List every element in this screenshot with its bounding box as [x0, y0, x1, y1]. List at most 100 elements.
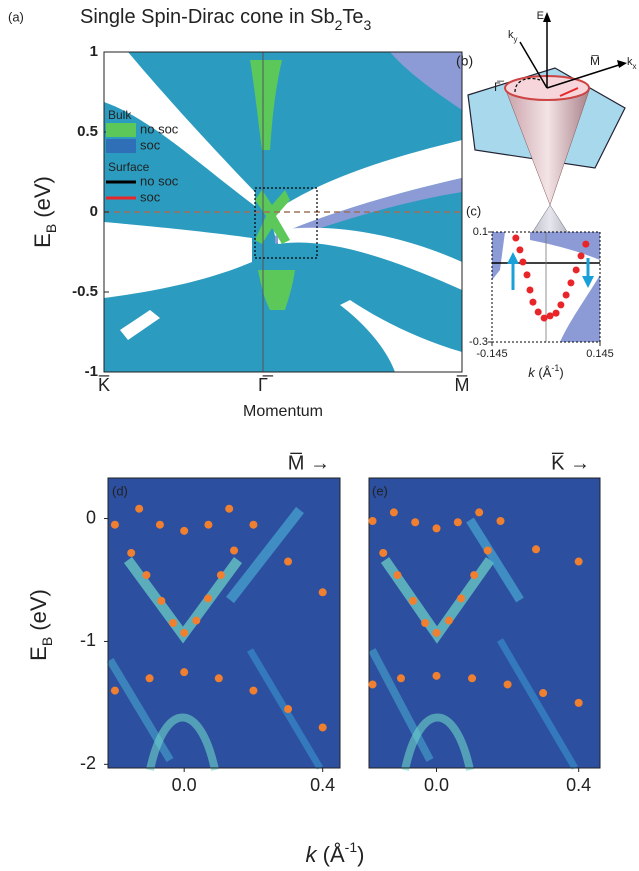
data-point	[249, 686, 258, 695]
data-point	[393, 571, 402, 580]
data-point	[572, 266, 580, 274]
data-point	[574, 557, 583, 566]
legend-title: Bulk	[108, 108, 132, 122]
x-axis-label-part: k	[306, 842, 318, 867]
y-tick-label: -1	[85, 363, 98, 380]
x-tick-label: 0.4	[310, 775, 335, 795]
direction-label: M̅ →	[288, 451, 330, 474]
x-tick-label: K̅	[98, 375, 110, 395]
axis-label-part: k	[627, 56, 633, 68]
chart-title-part: 3	[364, 17, 372, 33]
panel-d-map	[106, 477, 341, 771]
panel-a-map	[103, 51, 463, 373]
y-axis-label-part: (eV)	[30, 176, 55, 224]
data-point	[135, 504, 144, 513]
y-tick-label: 0.5	[77, 123, 98, 140]
data-point	[110, 520, 119, 529]
data-point	[284, 557, 293, 566]
data-point	[169, 619, 178, 627]
legend-swatch	[106, 139, 136, 153]
point-label: Γ̅	[494, 80, 505, 94]
data-point	[225, 504, 234, 513]
data-point	[180, 668, 189, 677]
data-point	[468, 674, 477, 683]
data-point	[516, 246, 524, 254]
axis-label: ky	[508, 29, 518, 44]
x-axis-label: Momentum	[243, 403, 323, 420]
legend-swatch	[106, 123, 136, 137]
y-tick-label: -0.3	[469, 336, 488, 348]
data-point	[552, 309, 560, 317]
x-axis-label-part: -1	[551, 363, 559, 373]
x-axis-label-part: )	[357, 842, 364, 867]
data-point	[432, 671, 441, 680]
data-point	[512, 234, 520, 242]
data-point	[562, 291, 570, 299]
x-tick-label: 0.0	[424, 775, 449, 795]
legend-label: no soc	[140, 173, 179, 188]
y-axis-label-part: B	[43, 224, 59, 233]
data-point	[409, 596, 418, 605]
chart-title-part: Single Spin-Dirac cone in Sb	[80, 6, 335, 28]
data-point	[216, 571, 225, 580]
chart-title: Single Spin-Dirac cone in Sb2Te3	[80, 6, 372, 32]
y-tick-label: 0	[90, 203, 98, 220]
y-tick-label: -2	[80, 753, 96, 773]
data-point	[127, 548, 136, 557]
legend-label: soc	[140, 189, 161, 204]
panel-e-map	[368, 477, 601, 771]
data-point	[142, 571, 151, 580]
panel-label: (a)	[8, 9, 24, 24]
panel-label: (d)	[112, 483, 128, 498]
data-point	[214, 674, 223, 683]
x-axis-label: k (Å-1)	[306, 839, 365, 867]
data-point	[204, 520, 213, 529]
data-point	[180, 628, 189, 637]
data-point	[557, 301, 565, 309]
data-point	[534, 308, 542, 316]
axis-label-sub: y	[514, 35, 518, 44]
panel-c-map	[491, 231, 601, 343]
panel-label: (e)	[372, 483, 388, 498]
data-point	[526, 286, 534, 294]
data-point	[483, 546, 492, 555]
data-point	[567, 279, 575, 287]
direction-label: K̅ →	[551, 451, 590, 474]
data-point	[145, 674, 154, 683]
data-point	[540, 314, 548, 322]
x-tick-label: -0.145	[476, 348, 507, 360]
y-axis-label-part: (eV)	[26, 589, 51, 637]
data-point	[546, 312, 554, 320]
data-point	[204, 594, 213, 603]
data-point	[470, 571, 479, 580]
panel-label: (c)	[466, 203, 481, 218]
data-point	[249, 520, 258, 529]
data-point	[318, 723, 327, 732]
data-point	[582, 240, 590, 248]
y-axis-label: EB (eV)	[26, 589, 55, 661]
data-point	[539, 689, 548, 698]
point-label: M̅	[590, 54, 600, 68]
data-point	[577, 252, 585, 260]
data-point	[180, 526, 189, 535]
data-point	[432, 628, 441, 637]
legend-label: no soc	[140, 121, 179, 136]
data-point	[389, 508, 398, 517]
legend-title: Surface	[108, 160, 150, 174]
data-point	[519, 258, 527, 266]
y-axis-label-part: E	[26, 646, 51, 661]
x-axis-label-part: )	[559, 365, 563, 380]
y-axis-label-sub: B	[39, 637, 55, 646]
x-axis-label-part: (Å	[317, 842, 345, 867]
x-tick-label: 0.4	[566, 775, 591, 795]
data-point	[110, 686, 119, 695]
data-point	[453, 518, 462, 527]
data-point	[496, 517, 505, 526]
data-point	[157, 596, 166, 605]
axis-label-part: k	[508, 29, 514, 41]
x-axis-label-sup: -1	[345, 839, 358, 855]
axis-label-sub: x	[633, 62, 637, 71]
data-point	[368, 680, 377, 689]
chart-title-part: 2	[335, 17, 343, 33]
